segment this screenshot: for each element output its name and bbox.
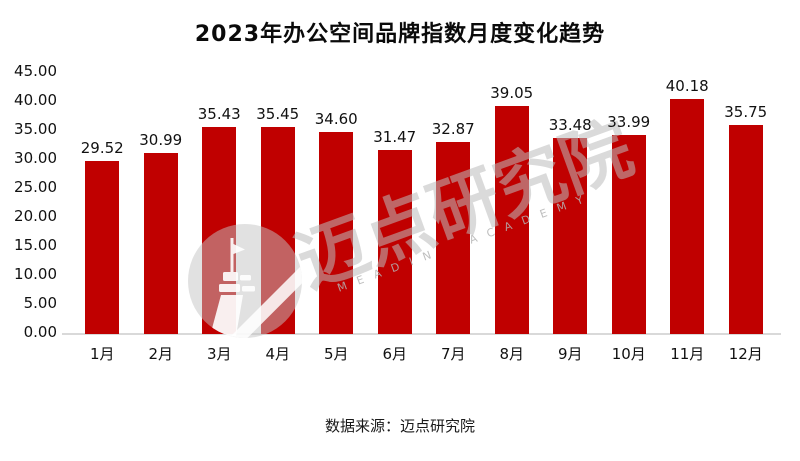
bar-value-label: 32.87 <box>431 119 475 138</box>
bar-value-label: 33.99 <box>607 113 651 132</box>
x-axis-category-label: 4月 <box>265 345 291 363</box>
y-axis-tick-label: 0.00 <box>23 323 57 341</box>
y-axis-tick-label: 15.00 <box>14 236 57 254</box>
bar <box>377 150 412 334</box>
bar-value-label: 30.99 <box>139 130 183 149</box>
source-note: 数据来源：迈点研究院 <box>324 417 475 435</box>
bar <box>260 126 295 334</box>
x-axis-category-label: 10月 <box>611 345 646 363</box>
x-axis-category-label: 3月 <box>206 345 232 363</box>
x-axis-line <box>62 333 781 335</box>
y-axis-tick-label: 35.00 <box>14 120 57 138</box>
y-axis-tick-label: 10.00 <box>14 265 57 283</box>
x-axis-category-label: 6月 <box>382 345 408 363</box>
bar <box>553 138 588 334</box>
bar-value-label: 33.48 <box>548 116 592 135</box>
bar <box>436 141 471 334</box>
y-axis-tick-label: 20.00 <box>14 207 57 225</box>
bar <box>494 105 529 334</box>
x-axis-category-label: 5月 <box>323 345 349 363</box>
bar <box>143 152 178 334</box>
bar-value-label: 40.18 <box>665 77 709 96</box>
y-axis-tick-label: 45.00 <box>14 62 57 80</box>
bar-value-label: 31.47 <box>373 128 417 147</box>
x-axis-category-label: 1月 <box>89 345 115 363</box>
x-axis-category-label: 9月 <box>557 345 583 363</box>
y-axis-tick-label: 5.00 <box>23 294 57 312</box>
bar <box>319 131 354 334</box>
bar-value-label: 35.75 <box>724 103 768 122</box>
bar-value-label: 39.05 <box>490 83 534 102</box>
bar-value-label: 35.43 <box>197 104 241 123</box>
x-axis-category-label: 11月 <box>670 345 705 363</box>
x-axis-category-label: 7月 <box>440 345 466 363</box>
bar <box>85 161 120 334</box>
bar <box>202 126 237 334</box>
x-axis-category-label: 2月 <box>148 345 174 363</box>
y-axis-tick-label: 40.00 <box>14 91 57 109</box>
bar-value-label: 29.52 <box>80 139 124 158</box>
x-axis-category-label: 8月 <box>499 345 525 363</box>
bar-value-label: 34.60 <box>314 109 358 128</box>
bar-value-label: 35.45 <box>256 104 300 123</box>
bar <box>670 99 705 334</box>
bar <box>728 125 763 334</box>
bar <box>611 135 646 334</box>
y-axis-tick-label: 25.00 <box>14 178 57 196</box>
chart-title: 2023年办公空间品牌指数月度变化趋势 <box>194 22 606 47</box>
y-axis-tick-label: 30.00 <box>14 149 57 167</box>
x-axis-category-label: 12月 <box>728 345 763 363</box>
